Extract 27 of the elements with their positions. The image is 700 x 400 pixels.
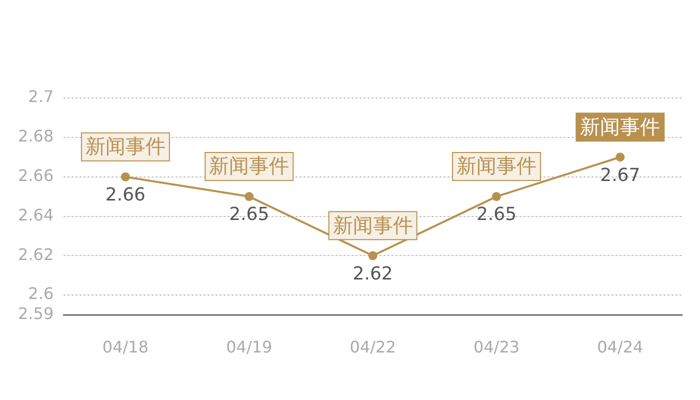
point [616,152,625,162]
annotation: 新闻事件 [85,134,166,158]
x-tick-label: 04/18 [102,338,149,357]
y-tick-label: 2.7 [28,87,54,106]
x-tick-label: 04/22 [350,338,396,357]
x-tick-label: 04/23 [473,338,520,357]
annotation: 新闻事件 [332,212,413,237]
y-tick-label: 2.6 [28,284,54,304]
data-label: 2.62 [352,263,393,284]
y-tick-label: 2.59 [18,304,54,323]
annotation: 新闻事件 [580,114,660,138]
y-tick-label: 2.66 [18,166,54,185]
y-tick-label: 2.68 [18,126,54,146]
x-tick-label: 04/19 [226,338,272,357]
data-label: 2.67 [600,164,640,186]
data-label: 2.65 [476,204,517,226]
y-tick-label: 2.62 [18,244,54,264]
point [368,251,378,260]
annotation: 新闻事件 [456,154,536,178]
y-tick-label: 2.64 [18,205,54,224]
data-label: 2.66 [105,184,146,206]
x-tick-label: 04/24 [597,338,644,357]
point [120,172,130,182]
data-label: 2.65 [229,204,270,226]
point [492,192,501,202]
annotation: 新闻事件 [209,154,290,178]
point [244,192,254,202]
